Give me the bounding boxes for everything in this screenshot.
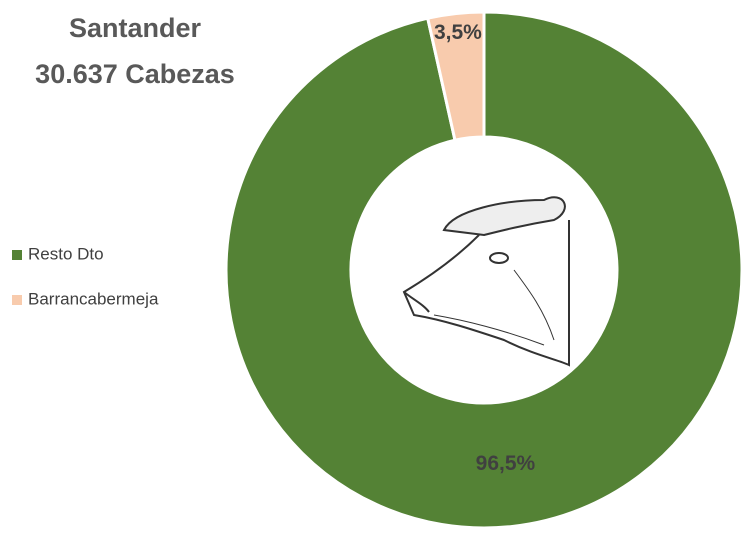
chart-subtitle: 30.637 Cabezas	[35, 59, 235, 89]
legend-swatch	[12, 295, 22, 305]
pig-illustration	[402, 196, 570, 367]
data-label: 96,5%	[476, 452, 536, 475]
slice	[224, 10, 744, 530]
legend-label: Barrancabermeja	[28, 289, 159, 308]
chart-title: Santander	[69, 13, 202, 43]
slices	[224, 10, 744, 530]
legend-swatch	[12, 250, 22, 260]
slice	[425, 10, 486, 142]
data-label: 3,5%	[434, 21, 482, 44]
legend-label: Resto Dto	[28, 244, 104, 263]
